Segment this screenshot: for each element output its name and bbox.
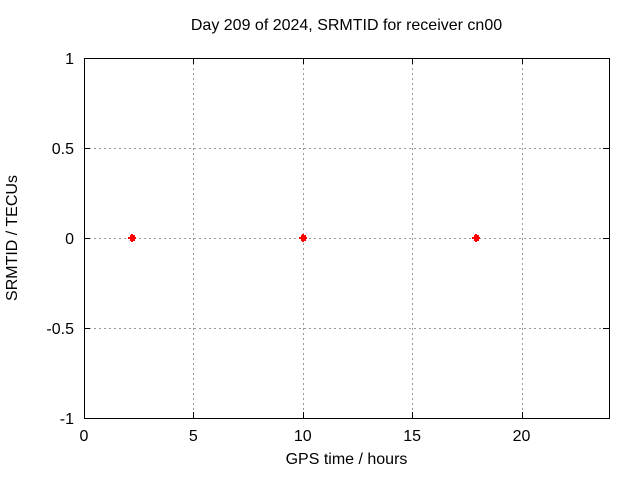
x-tick-label: 0 xyxy=(80,428,89,445)
y-tick-label: -1 xyxy=(60,411,74,428)
x-tick-label: 10 xyxy=(294,428,312,445)
data-point-marker-center xyxy=(474,235,479,241)
x-tick-label: 20 xyxy=(513,428,531,445)
x-tick-label: 15 xyxy=(403,428,421,445)
chart-title: Day 209 of 2024, SRMTID for receiver cn0… xyxy=(190,17,503,34)
x-tick-label: 5 xyxy=(189,428,198,445)
y-tick-label: 0.5 xyxy=(52,141,74,158)
y-tick-label: 0 xyxy=(65,231,74,248)
x-axis-label: GPS time / hours xyxy=(285,451,408,468)
y-tick-label: -0.5 xyxy=(46,321,74,338)
y-tick-label: 1 xyxy=(65,51,74,68)
data-point-marker-center xyxy=(130,235,135,241)
data-point-marker-center xyxy=(301,235,306,241)
